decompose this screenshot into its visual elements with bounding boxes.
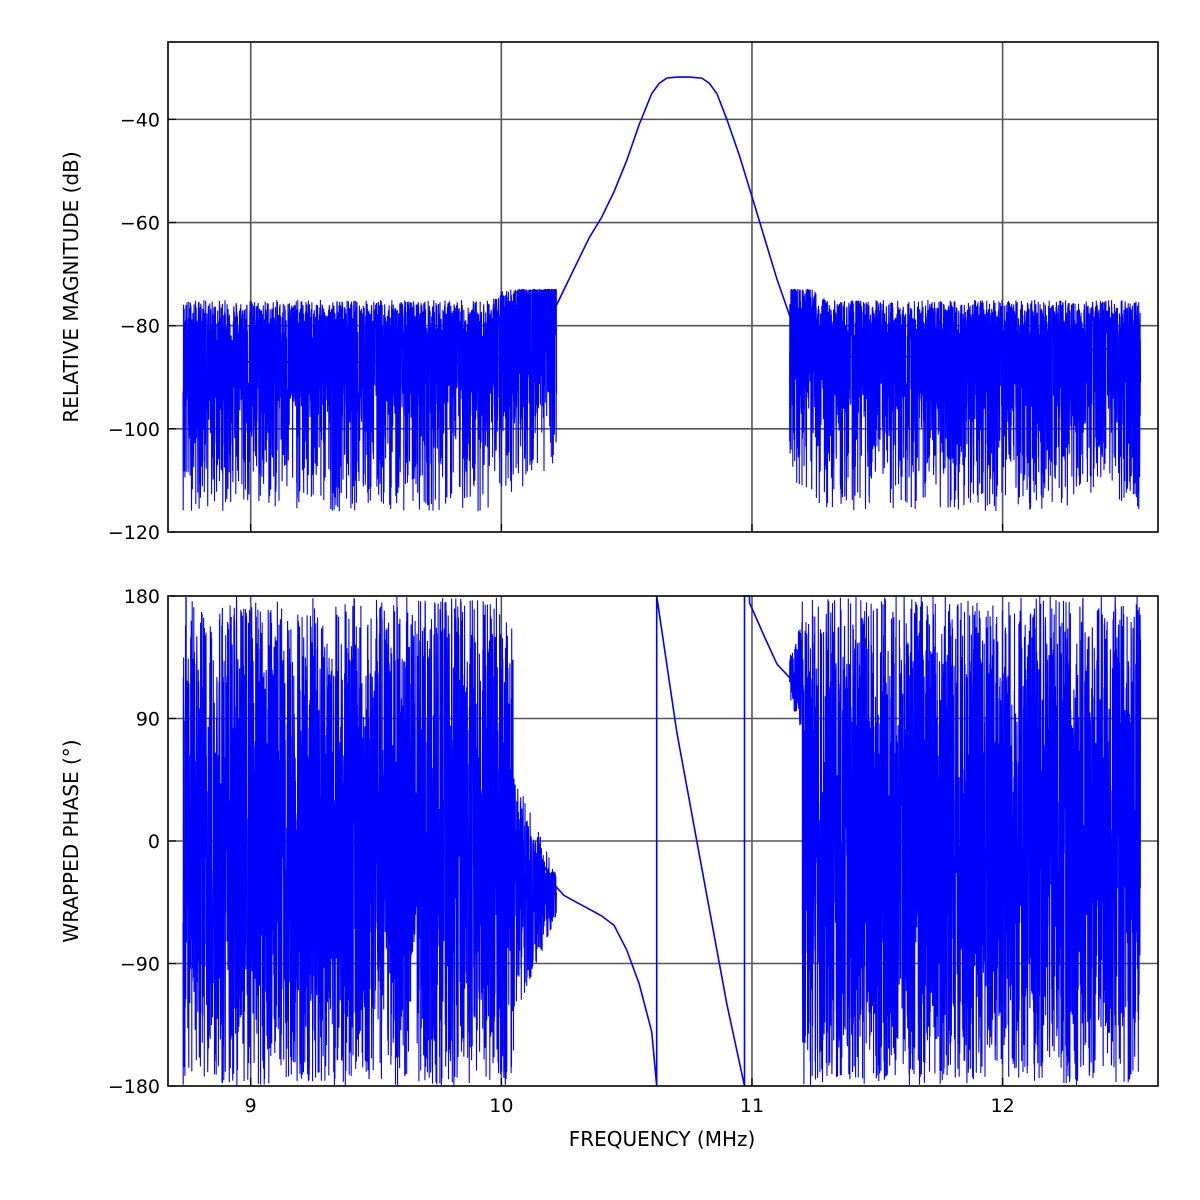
noise-band-1 [789,596,1142,1087]
y-tick-label-90: 90 [136,709,160,731]
series-line [183,76,1141,363]
magnitude-y-axis-label: RELATIVE MAGNITUDE (dB) [59,151,83,422]
noise-band-0 [182,596,558,1087]
y-tick-label--100: −100 [108,419,160,441]
phase-ticks: 9 10 11 12 −180 −90 0 90 180 [108,586,1015,1117]
noise-band-0 [182,289,558,512]
x-tick-label-12: 12 [991,1095,1015,1117]
magnitude-panel: −120 −100 −80 −60 −40 RELATIVE MAGNITUDE (dB… [59,41,1159,544]
series-line [538,595,791,1087]
magnitude-ticks: −120 −100 −80 −60 −40 [108,109,1004,544]
phase-panel: 9 10 11 12 −180 −90 0 90 180 WRAPPED PHASE (°) F… [59,586,1159,1151]
y-tick-label--80: −80 [120,316,160,338]
phase-noise-trace [182,596,1142,1087]
y-tick-label-0: 0 [148,831,160,853]
y-tick-label--40: −40 [120,109,160,131]
x-tick-label-10: 10 [489,1095,513,1117]
magnitude-trace [183,76,1141,363]
x-tick-label-11: 11 [740,1095,764,1117]
y-tick-label--60: −60 [120,213,160,235]
magnitude-noise-trace [182,289,1142,512]
y-tick-label-180: 180 [124,586,160,608]
y-tick-label--90: −90 [120,954,160,976]
x-tick-label-9: 9 [245,1095,257,1117]
noise-band-1 [789,289,1142,512]
y-tick-label--180: −180 [108,1076,160,1098]
y-tick-label--120: −120 [108,522,160,544]
frequency-x-axis-label: FREQUENCY (MHz) [569,1127,756,1151]
phase-y-axis-label: WRAPPED PHASE (°) [59,739,83,942]
magnitude-plot-frame [167,41,1159,533]
phase-trace [538,595,791,1087]
